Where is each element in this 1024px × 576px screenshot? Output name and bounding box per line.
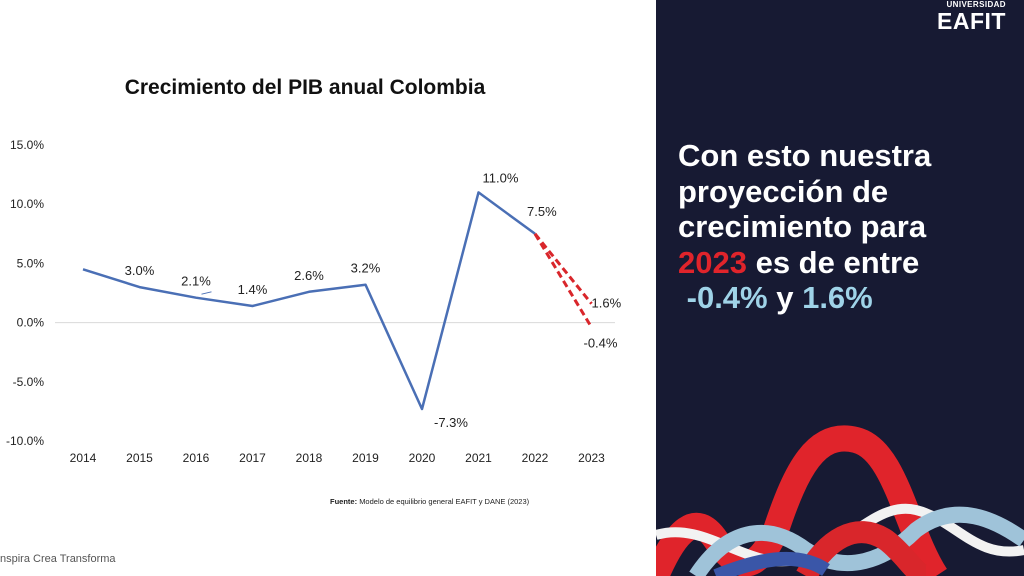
x-tick-label: 2018 <box>296 451 323 465</box>
y-tick-label: 0.0% <box>17 316 45 330</box>
deco-wave-lightblue <box>689 506 1024 576</box>
x-tick-label: 2015 <box>126 451 153 465</box>
message-line-1: Con esto nuestra <box>678 138 932 173</box>
data-label: 1.4% <box>238 282 268 297</box>
data-label: -7.3% <box>434 415 468 430</box>
data-label: 11.0% <box>483 170 519 185</box>
x-tick-label: 2020 <box>409 451 436 465</box>
message-line-4: es de entre <box>746 244 920 280</box>
message-panel: UNIVERSIDAD EAFIT Con esto nuestra proye… <box>656 0 1024 576</box>
label-leader-line <box>201 291 212 295</box>
message-low-value: -0.4% <box>686 280 768 315</box>
data-label: 3.2% <box>351 261 381 276</box>
data-label: 7.5% <box>527 204 557 219</box>
series-line-1 <box>533 232 593 305</box>
deco-wave-blue <box>713 551 830 576</box>
y-tick-label: 15.0% <box>10 138 44 152</box>
logo-eafit-text: EAFIT <box>937 8 1006 34</box>
logo-university-text: UNIVERSIDAD <box>946 0 1006 9</box>
message-line-3: crecimiento para <box>678 209 927 244</box>
series-line-0 <box>82 191 536 411</box>
x-tick-label: 2016 <box>183 451 210 465</box>
slide-footer: nspira Crea Transforma <box>0 553 116 565</box>
y-tick-label: -10.0% <box>6 434 44 448</box>
decorative-waves <box>656 425 1024 576</box>
x-tick-label: 2021 <box>465 451 492 465</box>
y-tick-label: 5.0% <box>17 256 45 270</box>
x-tick-label: 2022 <box>522 451 549 465</box>
data-label: 3.0% <box>125 263 155 278</box>
source-note: Fuente: Modelo de equilibrio general EAF… <box>330 497 529 506</box>
deco-wave-red <box>656 425 948 576</box>
message-conjunction: y <box>767 280 803 315</box>
data-label: 1.6% <box>592 296 622 311</box>
message-line-2: proyección de <box>678 173 889 209</box>
projection-message: Con esto nuestra proyección de crecimien… <box>678 138 1018 316</box>
y-tick-label: 10.0% <box>10 197 44 211</box>
x-tick-label: 2019 <box>352 451 379 465</box>
series-line-2 <box>533 233 593 329</box>
data-label: -0.4% <box>584 335 618 350</box>
message-high-value: 1.6% <box>802 280 873 315</box>
data-label: 2.1% <box>181 274 211 289</box>
x-tick-label: 2014 <box>70 451 97 465</box>
deco-wave-red-2 <box>796 521 929 576</box>
message-year: 2023 <box>678 244 747 280</box>
chart-title: Crecimiento del PIB anual Colombia <box>124 76 486 99</box>
eafit-logo: UNIVERSIDAD EAFIT <box>937 0 1006 34</box>
x-tick-label: 2023 <box>578 451 605 465</box>
source-text: Modelo de equilibrio general EAFIT y DAN… <box>359 497 530 506</box>
line-chart: 15.0% 10.0% 5.0% 0.0% -5.0% -10.0% 2014 2015 201… <box>6 138 622 465</box>
chart-panel: Crecimiento del PIB anual Colombia 15.0%… <box>0 76 622 565</box>
x-tick-label: 2017 <box>239 451 266 465</box>
y-tick-label: -5.0% <box>13 375 45 389</box>
source-label: Fuente: <box>330 497 358 506</box>
data-label: 2.6% <box>294 268 324 283</box>
